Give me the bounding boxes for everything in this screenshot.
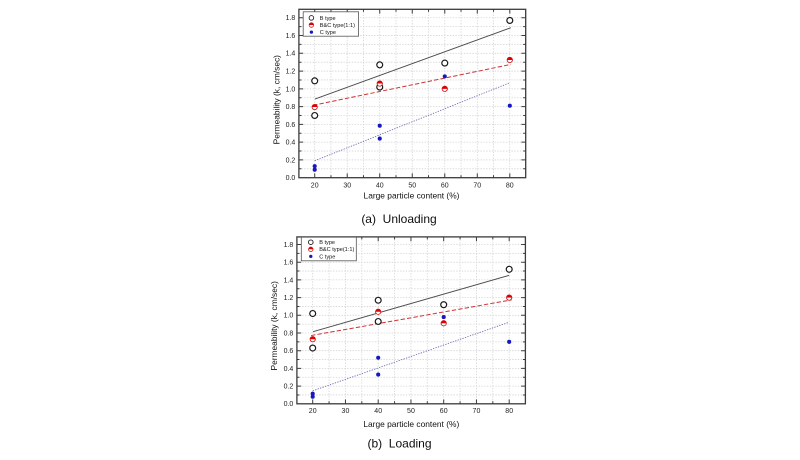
svg-text:1.0: 1.0 <box>286 86 296 93</box>
svg-text:80: 80 <box>506 182 514 189</box>
svg-text:70: 70 <box>473 408 481 415</box>
svg-text:30: 30 <box>343 182 351 189</box>
svg-text:1.6: 1.6 <box>284 260 294 267</box>
svg-text:C type: C type <box>319 254 335 260</box>
svg-text:70: 70 <box>473 182 481 189</box>
svg-text:50: 50 <box>408 182 416 189</box>
svg-text:0.2: 0.2 <box>286 157 296 164</box>
svg-text:60: 60 <box>441 182 449 189</box>
svg-text:B&C type(1:1): B&C type(1:1) <box>319 247 354 253</box>
svg-text:40: 40 <box>374 408 382 415</box>
svg-text:B type: B type <box>319 240 335 246</box>
svg-text:1.4: 1.4 <box>284 277 294 284</box>
svg-text:30: 30 <box>342 408 350 415</box>
svg-text:(a) Unloading: (a) Unloading <box>361 212 436 226</box>
svg-text:1.4: 1.4 <box>286 51 296 58</box>
svg-text:1.2: 1.2 <box>286 68 296 75</box>
svg-text:40: 40 <box>376 182 384 189</box>
svg-text:0.6: 0.6 <box>286 122 296 129</box>
svg-text:C type: C type <box>320 30 336 36</box>
svg-text:1.6: 1.6 <box>286 33 296 40</box>
svg-text:50: 50 <box>407 408 415 415</box>
svg-text:Large particle content (%): Large particle content (%) <box>363 419 459 429</box>
svg-text:0.8: 0.8 <box>284 330 294 337</box>
svg-text:B&C type(1:1): B&C type(1:1) <box>320 23 355 29</box>
svg-text:60: 60 <box>440 408 448 415</box>
svg-text:Permeability (k, cm/sec): Permeability (k, cm/sec) <box>269 281 279 371</box>
svg-text:0.8: 0.8 <box>286 104 296 111</box>
svg-text:0.0: 0.0 <box>286 175 296 182</box>
svg-text:1.0: 1.0 <box>284 313 294 320</box>
svg-text:20: 20 <box>309 408 317 415</box>
svg-text:0.4: 0.4 <box>286 140 296 147</box>
svg-text:1.8: 1.8 <box>286 15 296 22</box>
svg-text:Large particle content (%): Large particle content (%) <box>364 191 460 201</box>
svg-text:Permeability (k, cm/sec): Permeability (k, cm/sec) <box>271 55 281 145</box>
svg-text:0.0: 0.0 <box>284 401 294 408</box>
svg-text:1.2: 1.2 <box>284 295 294 302</box>
svg-text:80: 80 <box>505 408 513 415</box>
svg-text:0.6: 0.6 <box>284 348 294 355</box>
svg-text:(b) Loading: (b) Loading <box>367 437 431 451</box>
svg-text:B type: B type <box>320 16 336 22</box>
svg-text:20: 20 <box>311 182 319 189</box>
svg-text:1.8: 1.8 <box>284 242 294 249</box>
svg-text:0.2: 0.2 <box>284 384 294 391</box>
svg-text:0.4: 0.4 <box>284 366 294 373</box>
